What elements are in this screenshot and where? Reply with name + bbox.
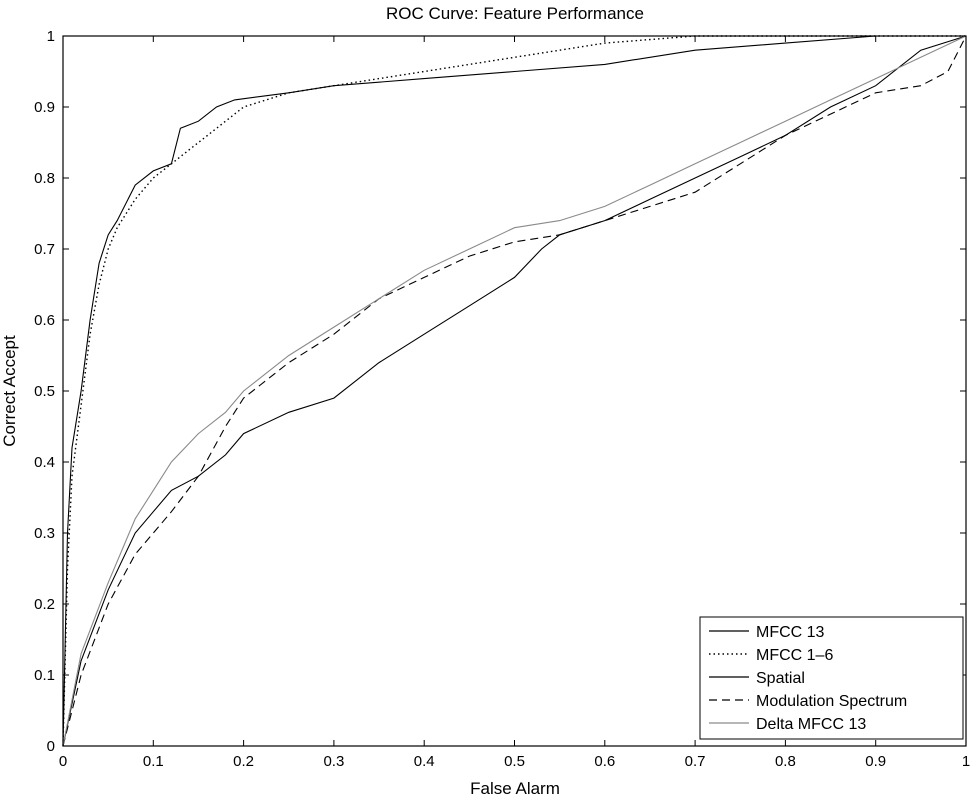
x-tick-label: 1 [962, 753, 970, 770]
legend-label: Spatial [756, 670, 805, 687]
series-line-2 [62, 35, 966, 747]
y-tick-label: 0 [47, 738, 55, 755]
x-tick-label: 0.8 [775, 753, 796, 770]
axis-ticks: 0 0.1 0.2 0.3 0.4 0.5 0.6 0.7 0.8 0.9 1 0 0.1 0.2 0.3 0… [34, 28, 970, 770]
series-lines [62, 35, 967, 747]
x-tick-label: 0.4 [414, 753, 435, 770]
y-tick-label: 1 [47, 28, 55, 45]
legend-label: Modulation Spectrum [756, 693, 907, 710]
x-tick-label: 0.9 [865, 753, 886, 770]
y-tick-label: 0.5 [34, 383, 55, 400]
legend-label: MFCC 1–6 [756, 647, 833, 664]
y-tick-label: 0.9 [34, 99, 55, 116]
x-axis-label: False Alarm [470, 779, 560, 798]
x-tick-label: 0.6 [594, 753, 615, 770]
y-tick-label: 0.3 [34, 525, 55, 542]
x-tick-label: 0.7 [685, 753, 706, 770]
series-line-3 [62, 35, 967, 747]
series-line-4 [62, 35, 967, 747]
x-tick-label: 0.1 [143, 753, 164, 770]
plot-area [62, 35, 967, 747]
x-tick-label: 0.3 [323, 753, 344, 770]
x-tick-label: 0.5 [504, 753, 525, 770]
y-tick-label: 0.8 [34, 170, 55, 187]
y-tick-label: 0.7 [34, 241, 55, 258]
chart-title: ROC Curve: Feature Performance [386, 4, 644, 23]
y-axis-label: Correct Accept [0, 335, 19, 447]
y-tick-label: 0.1 [34, 667, 55, 684]
legend-label: Delta MFCC 13 [756, 716, 866, 733]
y-tick-label: 0.2 [34, 596, 55, 613]
legend: MFCC 13 MFCC 1–6 Spatial Modulation Spectru… [699, 616, 964, 740]
legend-box [699, 616, 964, 740]
x-tick-label: 0.2 [233, 753, 254, 770]
series-line-5 [62, 35, 967, 747]
y-tick-label: 0.4 [34, 454, 55, 471]
y-tick-label: 0.6 [34, 312, 55, 329]
series-line-1 [62, 35, 966, 747]
legend-label: MFCC 13 [756, 624, 825, 641]
x-tick-label: 0 [59, 753, 67, 770]
